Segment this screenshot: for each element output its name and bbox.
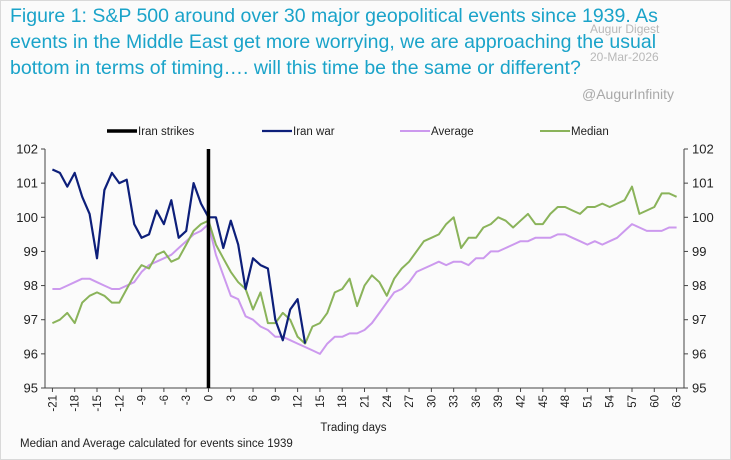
- y-tick-label-right: 100: [692, 210, 714, 225]
- x-tick-label: -21: [47, 395, 59, 412]
- y-tick-label-left: 95: [24, 381, 38, 396]
- y-tick-label-right: 96: [692, 346, 706, 361]
- y-tick-label-left: 102: [16, 142, 38, 157]
- x-tick-label: 36: [471, 395, 483, 408]
- x-tick-label: 42: [516, 395, 528, 408]
- legend-median-label: Median: [571, 126, 609, 138]
- watermark-date: 20-Mar-2026: [590, 50, 659, 64]
- x-axis-label: Trading days: [320, 422, 386, 434]
- y-tick-label-left: 98: [24, 278, 38, 293]
- y-tick-label-left: 96: [24, 346, 38, 361]
- y-tick-label-left: 97: [24, 312, 38, 327]
- y-tick-label-left: 101: [16, 176, 38, 191]
- x-tick-label: -6: [159, 395, 171, 405]
- legend-average-label: Average: [431, 126, 474, 138]
- x-tick-label: 24: [382, 394, 394, 407]
- title-line-2: events in the Middle East get more worry…: [10, 31, 657, 53]
- x-tick-label: 54: [605, 394, 617, 407]
- x-tick-label: 12: [293, 395, 305, 408]
- legend-average: Average: [400, 126, 474, 138]
- legend-median: Median: [540, 126, 609, 138]
- series-median-line: [51, 185, 678, 345]
- watermark-handle: @AugurInfinity: [582, 86, 675, 102]
- x-tick-label: 51: [582, 395, 594, 408]
- x-tick-label: 3: [226, 395, 238, 401]
- y-tick-label-right: 98: [692, 278, 706, 293]
- x-tick-label: 33: [449, 395, 461, 408]
- x-tick-label: 57: [627, 395, 639, 408]
- x-tick-label: 0: [203, 395, 215, 401]
- legend-iran-war-label: Iran war: [293, 126, 335, 138]
- footnote: Median and Average calculated for events…: [20, 438, 293, 450]
- figure-title: Figure 1: S&P 500 around over 30 major g…: [10, 3, 700, 81]
- x-tick-label: 21: [360, 395, 372, 408]
- x-tick-label: -9: [137, 395, 149, 405]
- x-tick-label: -15: [92, 395, 104, 412]
- y-tick-label-right: 97: [692, 312, 706, 327]
- y-tick-label-right: 102: [692, 142, 714, 157]
- x-tick-label: 6: [248, 395, 260, 401]
- x-tick-label: -3: [181, 395, 193, 405]
- x-tick-label: 30: [426, 395, 438, 408]
- x-tick-label: 45: [538, 395, 550, 408]
- x-tick-label: 15: [315, 395, 327, 408]
- watermark-brand: Augur Digest: [590, 22, 660, 36]
- title-line-3: bottom in terms of timing…. will this ti…: [10, 57, 581, 79]
- x-tick-label: 63: [672, 395, 684, 408]
- x-tick-label: 27: [404, 395, 416, 408]
- title-line-1: Figure 1: S&P 500 around over 30 major g…: [10, 5, 658, 27]
- x-tick-label: 9: [270, 395, 282, 401]
- legend-iran-strikes: Iran strikes: [107, 126, 194, 138]
- y-tick-label-right: 95: [692, 381, 706, 396]
- x-tick-label: -12: [114, 395, 126, 412]
- legend-iran-strikes-label: Iran strikes: [138, 126, 194, 138]
- y-tick-label-left: 100: [16, 210, 38, 225]
- x-tick-label: -18: [70, 395, 82, 412]
- x-tick-label: 48: [560, 395, 572, 408]
- x-tick-label: 18: [337, 395, 349, 408]
- x-tick-label: 39: [493, 395, 505, 408]
- x-tick-label: 60: [649, 395, 661, 408]
- y-tick-label-right: 101: [692, 176, 714, 191]
- series-average-line: [52, 223, 677, 355]
- y-tick-label-right: 99: [692, 244, 706, 259]
- legend-iran-war: Iran war: [262, 126, 335, 138]
- series-iran-war-line: [51, 168, 307, 344]
- y-tick-label-left: 99: [24, 244, 38, 259]
